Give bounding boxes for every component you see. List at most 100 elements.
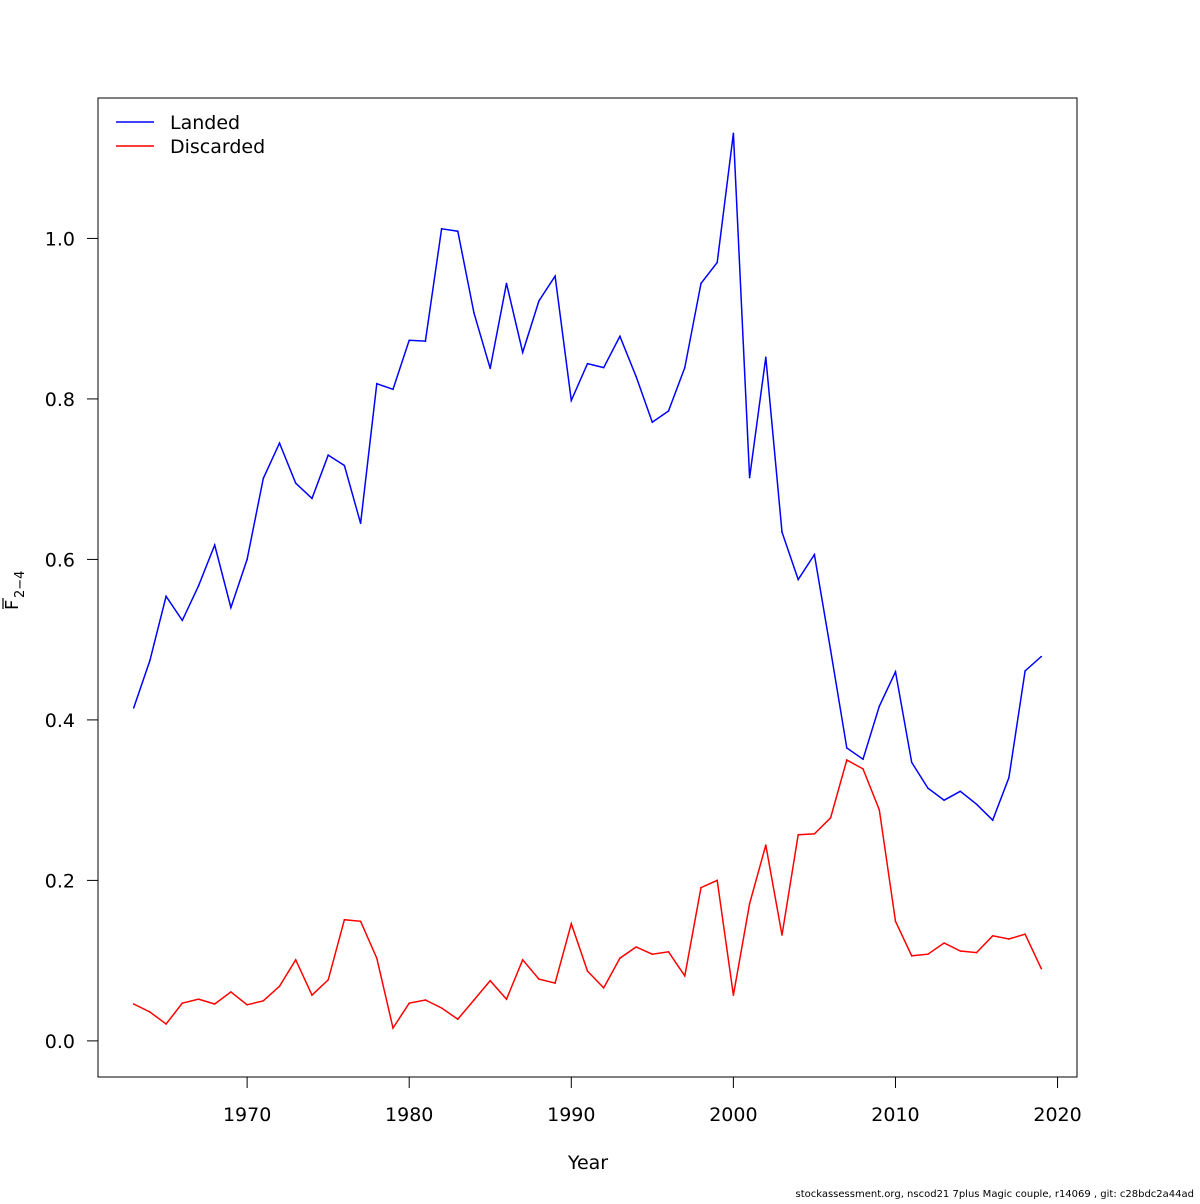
x-tick-label: 2000 [709,1104,757,1126]
data-point-discarded [635,946,637,948]
data-point-discarded [327,979,329,981]
data-point-landed [894,670,897,673]
data-point-landed [278,442,281,444]
x-tick-label: 1990 [547,1104,595,1126]
data-point-landed [910,761,913,764]
data-point-discarded [294,959,297,961]
y-tick-label: 0.6 [45,549,75,571]
x-tick-label: 1980 [385,1104,433,1126]
plot-frame [97,97,1078,1078]
data-point-discarded [392,1027,394,1029]
data-point-discarded [246,1003,248,1006]
data-point-landed [424,340,427,342]
data-point-discarded [619,957,621,960]
data-point-landed [635,375,637,378]
data-point-landed [781,531,783,533]
data-point-discarded [1008,938,1010,940]
data-point-discarded [748,902,751,905]
legend-label-discarded: Discarded [170,136,265,158]
y-tick-label: 0.4 [45,710,75,732]
y-tick-label: 0.0 [45,1031,75,1053]
data-point-discarded [716,879,718,882]
y-tick-label: 1.0 [45,228,75,250]
y-tick-label: 0.2 [45,870,75,892]
data-point-landed [943,799,945,801]
data-point-landed [375,382,378,385]
data-point-landed [732,132,735,135]
data-point-discarded [424,999,427,1001]
data-point-discarded [602,987,605,989]
x-tick-label: 2020 [1033,1104,1081,1126]
data-point-landed [683,366,686,369]
data-point-discarded [586,970,589,972]
data-point-discarded [878,808,881,811]
data-point-discarded [894,920,897,923]
data-point-discarded [408,1002,411,1004]
data-point-discarded [375,957,378,960]
data-point-discarded [311,994,313,996]
data-point-landed [489,367,492,370]
data-point-discarded [667,951,670,953]
data-point-discarded [554,982,556,984]
data-point-landed [959,790,962,793]
data-point-discarded [829,817,832,819]
x-axis: 1970 1980 1990 2000 2010 2020 [223,1076,1082,1126]
data-point-landed [878,705,881,708]
data-point-landed [667,410,670,412]
data-point-discarded [181,1002,184,1004]
data-point-landed [521,351,524,354]
data-point-landed [311,497,313,500]
data-point-landed [246,558,248,561]
data-point-landed [165,595,167,598]
data-point-discarded [262,999,265,1002]
data-point-landed [1024,670,1026,672]
data-point-discarded [1040,967,1043,970]
data-point-landed [392,388,394,391]
y-axis-title: F 2−4 [2,571,28,610]
data-point-discarded [440,1007,443,1009]
data-point-landed [457,230,459,233]
data-point-landed [829,649,832,651]
data-point-landed [262,477,265,480]
data-point-discarded [505,998,508,1000]
data-point-discarded [570,922,573,925]
data-point-discarded [700,886,702,889]
x-tick-label: 2010 [871,1104,919,1126]
data-point-discarded [927,953,929,956]
data-point-landed [716,261,718,264]
data-point-discarded [457,1018,459,1021]
data-point-landed [440,228,443,230]
legend: Landed Discarded [116,112,265,158]
data-point-landed [764,356,767,358]
y-tick-label: 0.8 [45,389,75,411]
data-point-landed [505,282,508,285]
data-point-landed [181,619,184,622]
data-point-landed [991,819,994,822]
data-point-discarded [683,975,686,977]
data-point-landed [538,300,540,302]
data-point-landed [975,803,978,805]
data-point-discarded [343,918,346,921]
data-point-discarded [959,950,962,952]
data-point-landed [132,707,135,709]
data-point-landed [343,464,346,467]
data-point-discarded [1024,933,1026,935]
footer-text: stockassessment.org, nscod21 7plus Magic… [795,1189,1194,1200]
data-point-landed [813,553,816,556]
data-point-landed [570,399,573,402]
data-point-landed [149,659,151,662]
data-point-landed [1008,776,1010,779]
data-point-discarded [732,994,735,996]
data-point-discarded [359,920,362,923]
data-point-landed [327,454,329,456]
data-point-discarded [764,844,767,846]
data-point-landed [213,544,216,546]
data-point-discarded [846,759,848,761]
y-axis: 0.0 0.2 0.4 0.6 0.8 1.0 [45,228,99,1053]
data-point-discarded [165,1023,167,1025]
data-point-landed [862,758,864,761]
data-point-discarded [213,1003,216,1005]
data-point-landed [1040,655,1043,658]
data-point-discarded [473,999,475,1001]
